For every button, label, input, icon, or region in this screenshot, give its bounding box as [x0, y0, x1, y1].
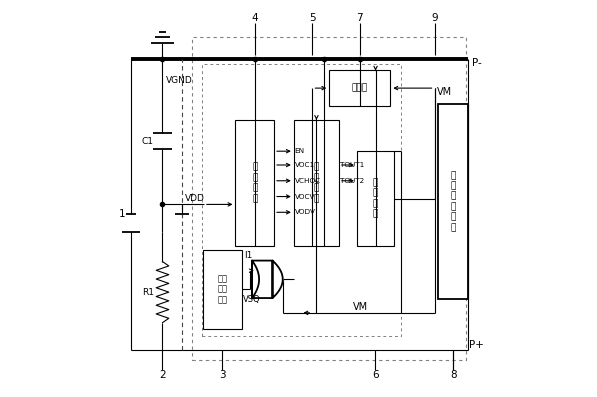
Text: VCHOC: VCHOC — [294, 178, 321, 184]
Text: 8: 8 — [450, 370, 457, 380]
Text: 9: 9 — [431, 13, 438, 23]
Text: 4: 4 — [251, 13, 258, 23]
Text: 5: 5 — [309, 13, 316, 23]
Text: R1: R1 — [142, 288, 154, 297]
Bar — [438, 104, 468, 299]
Text: VM: VM — [353, 302, 368, 312]
Text: VGND: VGND — [165, 76, 192, 85]
Bar — [192, 37, 466, 360]
Bar — [357, 151, 394, 246]
Polygon shape — [252, 260, 283, 298]
Text: VOC1: VOC1 — [294, 162, 315, 168]
Text: P+: P+ — [469, 340, 484, 350]
Text: EN: EN — [294, 148, 304, 154]
Text: 方波
产生
电路: 方波 产生 电路 — [217, 274, 227, 304]
Text: TOUT2: TOUT2 — [340, 178, 364, 184]
Text: 7: 7 — [356, 13, 363, 23]
Text: 检
测
电
路: 检 测 电 路 — [314, 163, 319, 203]
Text: I1: I1 — [244, 251, 252, 260]
Text: VODV: VODV — [294, 209, 316, 215]
Text: 基
准
电
路: 基 准 电 路 — [252, 163, 257, 203]
Text: C1: C1 — [142, 137, 154, 146]
Text: 驱
动
电
路: 驱 动 电 路 — [373, 178, 378, 219]
Text: 充
电
器
或
负
载: 充 电 器 或 负 载 — [451, 171, 456, 232]
Text: VDD: VDD — [185, 194, 205, 203]
Text: 开关管: 开关管 — [352, 84, 368, 93]
Text: 2: 2 — [159, 370, 166, 380]
Text: VM: VM — [436, 87, 451, 97]
Text: 6: 6 — [372, 370, 378, 380]
Text: P-: P- — [472, 58, 482, 68]
Text: TOUT1: TOUT1 — [340, 162, 364, 168]
Text: VOCV: VOCV — [294, 193, 315, 200]
Bar — [330, 70, 390, 106]
Bar — [235, 119, 274, 246]
Text: 1: 1 — [119, 209, 125, 219]
Text: VSQ: VSQ — [243, 295, 260, 304]
Bar — [203, 250, 242, 329]
Bar — [202, 64, 401, 337]
Bar — [294, 119, 339, 246]
Text: 3: 3 — [219, 370, 226, 380]
